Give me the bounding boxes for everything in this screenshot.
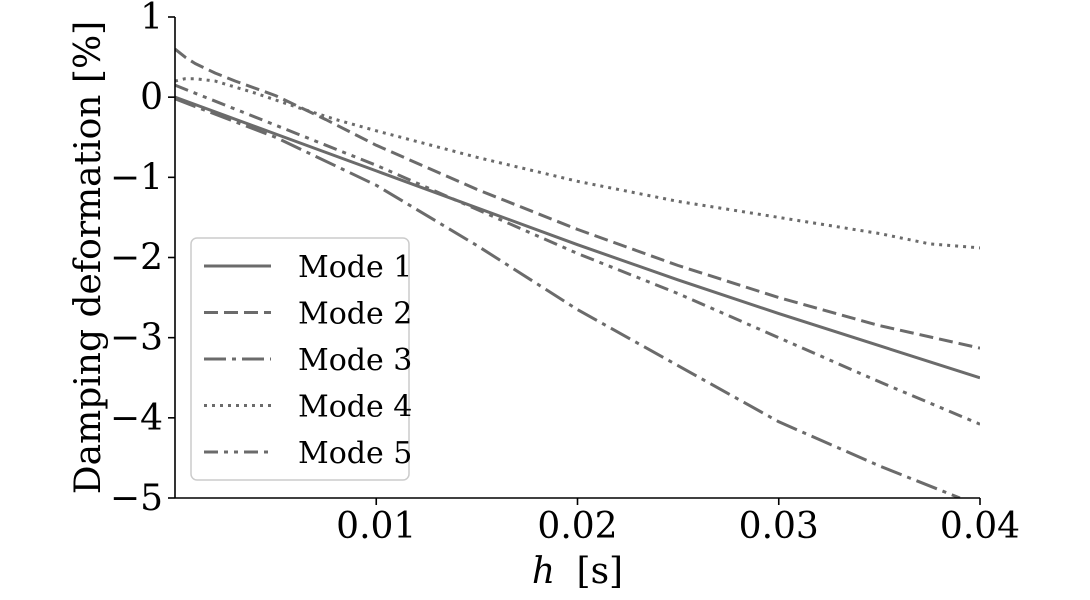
x-axis-label-variable: h [532, 551, 555, 592]
legend-label-mode-4: Mode 4 [298, 390, 412, 425]
x-axis-label: h [s] [532, 551, 623, 592]
x-tick-label: 0.04 [940, 506, 1020, 547]
y-tick-label: 1 [140, 0, 163, 38]
x-tick-label: 0.01 [336, 506, 416, 547]
legend-label-mode-3: Mode 3 [298, 343, 412, 378]
y-tick-label: −1 [110, 157, 163, 198]
legend-box [190, 237, 410, 481]
series-line-mode-3 [175, 97, 961, 498]
plot-lines [175, 47, 980, 498]
legend-label-mode-2: Mode 2 [298, 297, 412, 332]
legend-label-mode-5: Mode 5 [298, 436, 412, 471]
series-line-mode-5 [175, 83, 980, 426]
y-ticks: 1 0 −1 −2 −3 −4 −5 [110, 0, 175, 519]
x-ticks: 0.01 0.02 0.03 0.04 [336, 498, 1020, 547]
x-axis-label-unit: [s] [577, 551, 624, 592]
legend: Mode 1 Mode 2 Mode 3 Mode 4 Mode 5 [190, 237, 412, 481]
x-tick-label: 0.03 [739, 506, 819, 547]
y-tick-label: −3 [110, 318, 163, 359]
y-tick-label: −2 [110, 238, 163, 279]
y-tick-label: −5 [110, 478, 163, 519]
y-tick-label: 0 [140, 77, 163, 118]
series-line-mode-4 [175, 77, 980, 250]
y-axis-label: Damping deformation [%] [68, 21, 109, 494]
y-tick-label: −4 [110, 398, 163, 439]
series-line-mode-1 [175, 95, 980, 380]
series-line-mode-2 [175, 47, 980, 350]
x-tick-label: 0.02 [537, 506, 617, 547]
legend-label-mode-1: Mode 1 [298, 250, 412, 285]
